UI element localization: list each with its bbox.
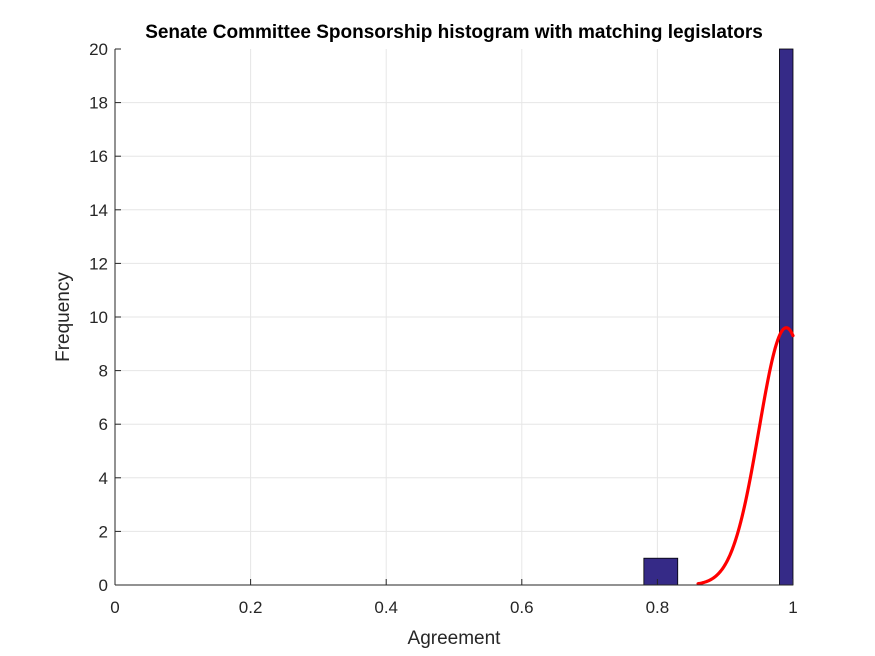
- x-tick-label: 0.8: [646, 598, 670, 617]
- y-tick-label: 14: [89, 201, 108, 220]
- fit-curve: [696, 326, 795, 586]
- y-tick-labels: 0 2 4 6 8 10 12 14 16 18 20: [89, 40, 108, 595]
- y-tick-label: 0: [99, 576, 108, 595]
- y-tick-label: 8: [99, 362, 108, 381]
- y-tick-label: 20: [89, 40, 108, 59]
- x-tick-label: 0: [110, 598, 119, 617]
- grid-lines: [115, 49, 793, 585]
- y-tick-label: 16: [89, 147, 108, 166]
- y-tick-label: 12: [89, 254, 108, 273]
- x-tick-labels: 0 0.2 0.4 0.6 0.8 1: [110, 598, 797, 617]
- x-tick-label: 0.4: [374, 598, 398, 617]
- y-tick-label: 4: [99, 469, 108, 488]
- x-tick-label: 1: [788, 598, 797, 617]
- chart-title: Senate Committee Sponsorship histogram w…: [145, 22, 763, 43]
- y-tick-label: 6: [99, 415, 108, 434]
- y-tick-label: 2: [99, 522, 108, 541]
- x-axis-label: Agreement: [408, 628, 502, 649]
- histogram-bar: [643, 557, 679, 586]
- x-tick-label: 0.2: [239, 598, 263, 617]
- y-axis-label: Frequency: [53, 272, 74, 362]
- x-tick-label: 0.6: [510, 598, 534, 617]
- y-tick-label: 10: [89, 308, 108, 327]
- axes: [114, 48, 794, 586]
- y-tick-label: 18: [89, 94, 108, 113]
- histogram-bar: [779, 48, 794, 586]
- fit-curve-layer: [696, 326, 795, 586]
